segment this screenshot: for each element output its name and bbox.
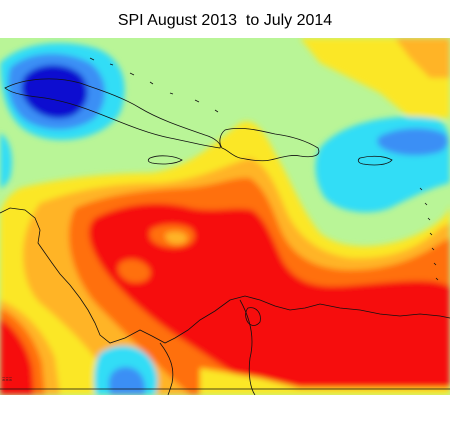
orange-zone-ne: [395, 38, 450, 78]
spi-contour-map: [0, 38, 450, 395]
cyan-zone-w: [0, 133, 12, 188]
central-america-coastline: [0, 207, 450, 344]
bahamas: [89, 57, 219, 113]
lake-maracaibo: [245, 307, 261, 326]
map-credit: ΞΞΞ: [2, 377, 13, 383]
coastlines: [0, 57, 450, 395]
cuba-coastline: [4, 78, 221, 149]
orange-hole-b: [165, 231, 188, 245]
map-title: SPI August 2013 to July 2014: [117, 12, 333, 29]
puerto-rico-coastline: [357, 155, 393, 166]
blue-zone-s: [108, 366, 146, 395]
deep-blue-zone-nw: [21, 65, 88, 119]
spi-map: [0, 38, 450, 395]
jamaica-coastline: [147, 155, 183, 165]
lesser-antilles: [419, 187, 439, 281]
yellow-strip-bottom: [200, 368, 450, 395]
hispaniola-coastline: [219, 127, 320, 162]
red-zone-main: [88, 203, 450, 395]
blue-zone-e: [377, 128, 448, 156]
orange-hole-c: [118, 259, 151, 283]
colombia-border: [159, 342, 174, 395]
venezuela-border: [239, 299, 256, 395]
red-zone-sw: [0, 318, 34, 395]
